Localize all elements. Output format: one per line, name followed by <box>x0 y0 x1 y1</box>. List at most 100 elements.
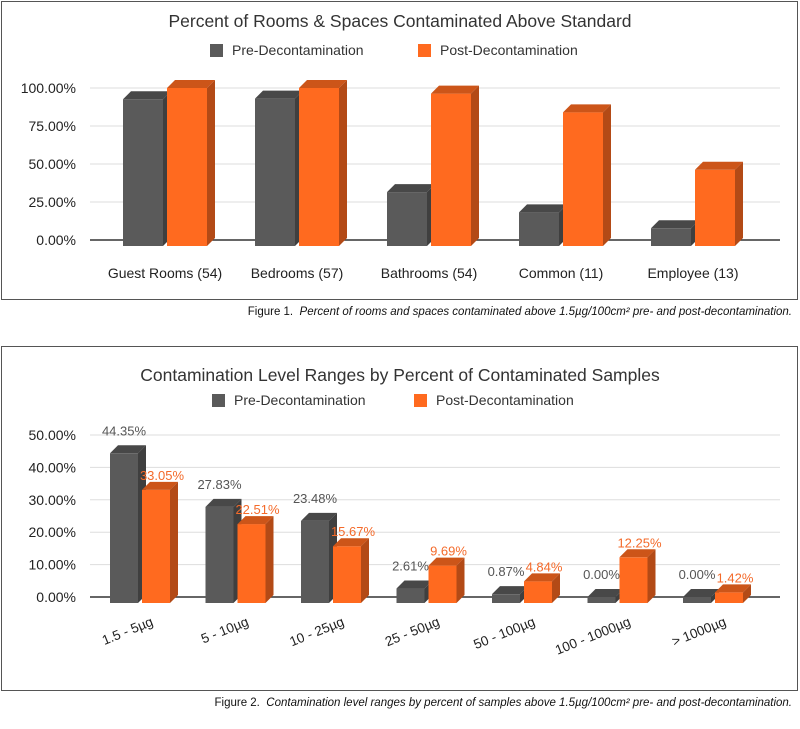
data-label-post: 33.05% <box>140 468 185 483</box>
bar-post-top <box>428 557 465 566</box>
bar-post-top <box>715 584 751 593</box>
bar-post <box>619 557 648 603</box>
data-label-pre: 0.87% <box>488 564 525 579</box>
y-tick-label: 0.00% <box>36 232 76 248</box>
legend-label-post: Post-Decontamination <box>436 392 574 408</box>
data-label-post: 22.51% <box>235 502 280 517</box>
bar-pre-top <box>387 184 435 193</box>
bar-pre <box>255 98 295 246</box>
bar-post <box>715 592 743 603</box>
bar-post-side <box>456 557 465 603</box>
x-tick-label: > 1000µg <box>670 614 728 649</box>
bar-post-side <box>735 161 743 246</box>
legend-label-pre: Pre-Decontamination <box>234 392 366 408</box>
caption-text: Contamination level ranges by percent of… <box>266 697 792 709</box>
data-label-pre: 23.48% <box>293 491 338 506</box>
y-tick-label: 50.00% <box>29 427 76 443</box>
chart-1-title: Percent of Rooms & Spaces Contaminated A… <box>168 11 631 31</box>
data-label-post: 9.69% <box>430 544 467 559</box>
bar-pre <box>123 99 163 246</box>
bar-post-side <box>339 80 347 246</box>
bar-post-side <box>170 481 178 603</box>
bar-pre-top <box>205 498 242 507</box>
bar-post-top <box>142 481 178 490</box>
bar-post-top <box>695 161 743 170</box>
bar-pre <box>110 453 138 603</box>
bar-pre-top <box>519 204 567 213</box>
y-tick-label: 75.00% <box>29 118 76 134</box>
bar-post <box>167 88 207 246</box>
bar-pre-top <box>587 589 624 597</box>
x-tick-label: 5 - 10µg <box>199 614 251 647</box>
bar-pre <box>396 588 425 603</box>
x-tick-label: 50 - 100µg <box>471 614 537 652</box>
bar-post-side <box>265 516 274 603</box>
data-label-pre: 0.00% <box>679 567 716 582</box>
legend-swatch-pre <box>210 44 223 57</box>
bar-pre-top <box>123 91 171 100</box>
bar-post-top <box>333 538 369 547</box>
legend-swatch-post <box>418 44 431 57</box>
data-label-post: 12.25% <box>617 535 662 550</box>
bar-post <box>299 88 339 246</box>
y-tick-label: 0.00% <box>36 589 76 605</box>
y-tick-label: 100.00% <box>21 80 76 96</box>
bar-post-top <box>563 104 611 113</box>
legend-label-post: Post-Decontamination <box>440 42 578 58</box>
data-label-post: 4.84% <box>526 559 563 574</box>
bar-post <box>695 169 735 246</box>
bar-pre <box>492 594 520 603</box>
data-label-pre: 0.00% <box>583 567 620 582</box>
bar-post-side <box>743 584 751 603</box>
bar-post-side <box>207 80 215 246</box>
x-tick-label: Common (11) <box>519 265 604 281</box>
bar-pre-top <box>492 586 528 595</box>
figure-2-caption: Figure 2. Contamination level ranges by … <box>215 697 793 709</box>
x-tick-label: 1.5 - 5µg <box>100 614 155 648</box>
bar-pre <box>587 597 616 603</box>
data-label-post: 15.67% <box>331 524 376 539</box>
data-label-pre: 2.61% <box>392 559 429 574</box>
bar-pre <box>301 520 329 603</box>
bar-pre-top <box>396 580 433 589</box>
bar-post <box>563 112 603 246</box>
bar-post <box>333 546 361 603</box>
bar-pre <box>205 506 234 603</box>
bar-post-side <box>361 538 369 603</box>
bar-post-top <box>167 80 215 88</box>
x-tick-label: Guest Rooms (54) <box>108 265 222 281</box>
bar-post <box>428 565 457 603</box>
caption-prefix: Figure 2. <box>214 697 260 709</box>
y-tick-label: 25.00% <box>29 194 76 210</box>
y-tick-label: 10.00% <box>29 557 76 573</box>
y-tick-label: 40.00% <box>29 459 76 475</box>
data-label-post: 1.42% <box>717 570 754 585</box>
x-tick-label: Employee (13) <box>647 265 738 281</box>
y-tick-label: 30.00% <box>29 492 76 508</box>
chart-2-title: Contamination Level Ranges by Percent of… <box>140 365 660 385</box>
x-tick-label: 25 - 50µg <box>383 614 442 649</box>
bar-pre <box>387 192 427 246</box>
bar-pre <box>683 597 711 603</box>
y-tick-label: 50.00% <box>29 156 76 172</box>
bar-post-top <box>619 549 656 558</box>
bar-post-top <box>431 85 479 94</box>
legend-label-pre: Pre-Decontamination <box>232 42 364 58</box>
bar-pre-top <box>255 90 303 99</box>
data-label-pre: 27.83% <box>197 477 242 492</box>
caption-text: Percent of rooms and spaces contaminated… <box>299 306 792 318</box>
x-tick-label: 100 - 1000µg <box>553 614 633 658</box>
bar-pre-top <box>301 512 337 521</box>
bar-post-side <box>647 549 656 603</box>
legend-swatch-post <box>414 394 427 407</box>
bar-post-side <box>552 573 560 603</box>
figure-1-caption: Figure 1. Percent of rooms and spaces co… <box>248 306 792 318</box>
bar-post-side <box>603 104 611 246</box>
x-tick-label: Bedrooms (57) <box>251 265 344 281</box>
bar-post-top <box>237 516 274 525</box>
bar-post-side <box>471 85 479 247</box>
legend-swatch-pre <box>212 394 225 407</box>
bar-pre-top <box>110 445 146 454</box>
bar-post <box>237 524 266 603</box>
